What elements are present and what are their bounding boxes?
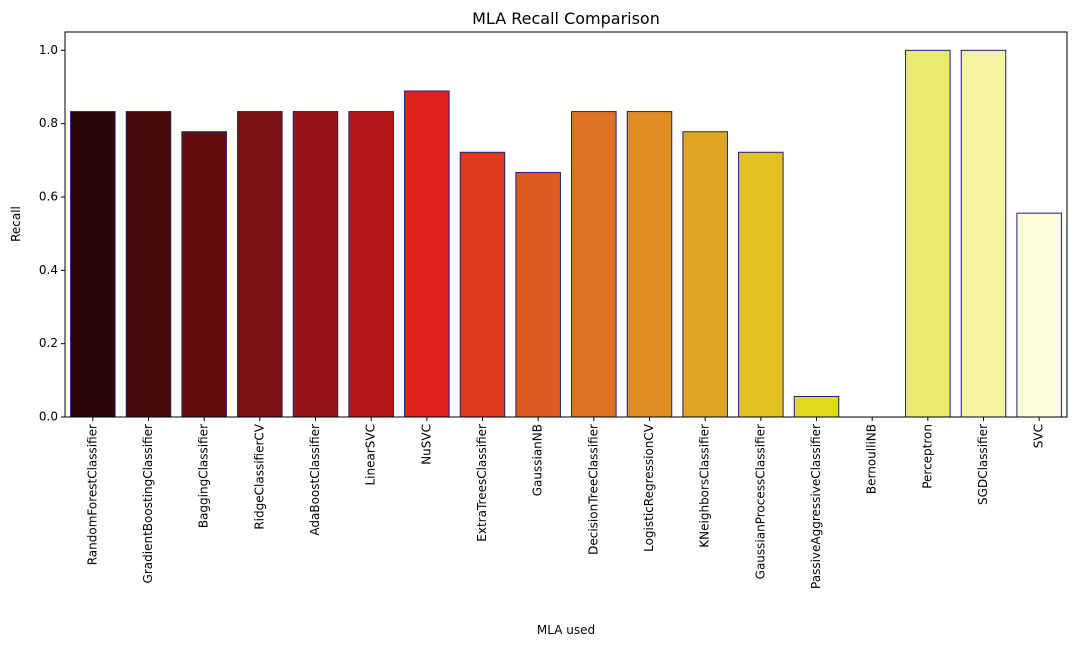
bar-SGDClassifier: [960, 49, 1007, 418]
x-tick-label: PassiveAggressiveClassifier: [809, 424, 823, 589]
y-tick-label: 0.8: [39, 116, 58, 130]
x-tick-label: GaussianNB: [531, 424, 545, 496]
x-tick-label: AdaBoostClassifier: [308, 424, 322, 536]
bar-RandomForestClassifier: [70, 111, 116, 418]
bar-SVC: [1016, 212, 1062, 418]
bar-Perceptron: [905, 49, 951, 418]
x-tick-label: RidgeClassifierCV: [252, 423, 266, 529]
x-tick-label: SVC: [1032, 424, 1046, 448]
bar-PassiveAggressiveClassifier: [793, 395, 840, 418]
x-tick-label: BaggingClassifier: [197, 424, 211, 528]
y-axis-label: Recall: [9, 206, 23, 242]
y-axis-ticks: 0.0 0.2 0.4 0.6 0.8 1.0: [39, 43, 65, 424]
bar-DecisionTreeClassifier: [571, 111, 617, 418]
x-tick-label: LogisticRegressionCV: [642, 423, 656, 552]
x-axis-ticks: RandomForestClassifier GradientBoostingCl…: [85, 417, 1046, 589]
bar-RidgeClassifierCV: [237, 111, 283, 418]
y-tick-label: 0.6: [39, 190, 58, 204]
x-tick-label: GradientBoostingClassifier: [141, 424, 155, 584]
bar-BaggingClassifier: [181, 131, 227, 418]
bar-NuSVC: [404, 90, 450, 418]
bar-LinearSVC: [348, 111, 394, 418]
y-tick-label: 0.4: [39, 263, 58, 277]
x-tick-label: ExtraTreesClassifier: [475, 424, 489, 542]
bar-GaussianNB: [515, 171, 561, 418]
plot-frame: [64, 31, 1068, 418]
bars-group: [70, 49, 1062, 418]
y-tick-label: 0.2: [39, 336, 58, 350]
bar-AdaBoostClassifier: [292, 111, 339, 418]
bar-GaussianProcessClassifier: [738, 151, 784, 418]
x-tick-label: GaussianProcessClassifier: [753, 424, 767, 579]
bar-GradientBoostingClassifier: [125, 111, 172, 418]
x-axis-label: MLA used: [537, 623, 595, 637]
bar-LogisticRegressionCV: [626, 111, 673, 418]
x-tick-label: KNeighborsClassifier: [698, 424, 712, 548]
x-tick-label: SGDClassifier: [976, 424, 990, 505]
x-tick-label: LinearSVC: [364, 424, 378, 486]
bar-KNeighborsClassifier: [682, 131, 728, 418]
x-tick-label: BernoulliNB: [865, 424, 879, 494]
x-tick-label: DecisionTreeClassifier: [586, 424, 600, 555]
x-tick-label: Perceptron: [920, 424, 934, 489]
x-tick-label: NuSVC: [419, 424, 433, 465]
y-tick-label: 1.0: [39, 43, 58, 57]
x-tick-label: RandomForestClassifier: [85, 424, 99, 565]
bar-ExtraTreesClassifier: [459, 151, 506, 418]
y-tick-label: 0.0: [39, 410, 58, 424]
chart-title: MLA Recall Comparison: [472, 9, 660, 28]
